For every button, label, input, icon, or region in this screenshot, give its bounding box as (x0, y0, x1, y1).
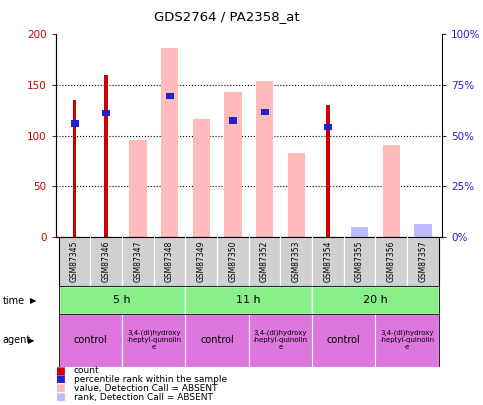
FancyBboxPatch shape (217, 237, 249, 286)
Text: ▶: ▶ (28, 336, 34, 345)
FancyBboxPatch shape (249, 237, 281, 286)
FancyBboxPatch shape (185, 286, 312, 314)
Bar (72, 100, 76, 237)
Text: GSM87354: GSM87354 (324, 241, 332, 282)
Text: GSM87349: GSM87349 (197, 241, 206, 282)
Bar (129, 140, 147, 237)
Text: 5 h: 5 h (113, 295, 131, 305)
FancyBboxPatch shape (312, 286, 439, 314)
Bar (102, 111, 110, 117)
Text: 3,4-(di)hydroxy
-heptyl-quinolin
e: 3,4-(di)hydroxy -heptyl-quinolin e (126, 330, 181, 350)
Text: GSM87345: GSM87345 (70, 241, 79, 282)
Text: GSM87348: GSM87348 (165, 241, 174, 282)
FancyBboxPatch shape (249, 314, 312, 367)
Text: 20 h: 20 h (363, 295, 388, 305)
Text: value, Detection Call = ABSENT: value, Detection Call = ABSENT (74, 384, 217, 393)
Text: GSM87353: GSM87353 (292, 241, 301, 282)
FancyBboxPatch shape (185, 237, 217, 286)
Bar (351, 227, 369, 237)
Text: ■: ■ (56, 384, 65, 393)
Bar (383, 145, 400, 237)
Text: GSM87347: GSM87347 (133, 241, 142, 282)
Text: GSM87350: GSM87350 (228, 241, 238, 282)
Text: GSM87352: GSM87352 (260, 241, 269, 282)
Text: GSM87346: GSM87346 (102, 241, 111, 282)
Text: ■: ■ (56, 392, 65, 402)
Bar (104, 75, 108, 237)
FancyBboxPatch shape (122, 314, 185, 367)
FancyBboxPatch shape (59, 286, 185, 314)
Text: control: control (200, 335, 234, 345)
Text: GSM87355: GSM87355 (355, 241, 364, 282)
Text: control: control (73, 335, 107, 345)
Text: 11 h: 11 h (237, 295, 261, 305)
Text: rank, Detection Call = ABSENT: rank, Detection Call = ABSENT (74, 393, 213, 402)
Text: percentile rank within the sample: percentile rank within the sample (74, 375, 227, 384)
Bar (71, 121, 79, 126)
Text: time: time (2, 296, 25, 305)
Text: count: count (74, 366, 99, 375)
FancyBboxPatch shape (154, 237, 185, 286)
Bar (287, 153, 305, 237)
FancyBboxPatch shape (344, 237, 375, 286)
Text: agent: agent (2, 335, 30, 345)
Bar (261, 109, 269, 115)
Bar (166, 93, 173, 99)
FancyBboxPatch shape (375, 237, 407, 286)
FancyBboxPatch shape (122, 237, 154, 286)
FancyBboxPatch shape (59, 314, 122, 367)
FancyBboxPatch shape (375, 314, 439, 367)
Text: ▶: ▶ (30, 296, 37, 305)
Bar (414, 224, 432, 237)
Bar (161, 47, 178, 237)
Text: ■: ■ (56, 375, 65, 384)
FancyBboxPatch shape (407, 237, 439, 286)
Text: GSM87357: GSM87357 (418, 241, 427, 282)
Text: 3,4-(di)hydroxy
-heptyl-quinolin
e: 3,4-(di)hydroxy -heptyl-quinolin e (380, 330, 435, 350)
Text: control: control (327, 335, 361, 345)
Bar (229, 117, 237, 124)
Bar (193, 119, 210, 237)
FancyBboxPatch shape (185, 314, 249, 367)
Bar (256, 81, 273, 237)
Bar (326, 105, 330, 237)
Text: ■: ■ (56, 366, 65, 375)
FancyBboxPatch shape (281, 237, 312, 286)
Text: GDS2764 / PA2358_at: GDS2764 / PA2358_at (154, 10, 300, 23)
FancyBboxPatch shape (312, 237, 344, 286)
FancyBboxPatch shape (59, 237, 90, 286)
Text: GSM87356: GSM87356 (387, 241, 396, 282)
Bar (224, 92, 242, 237)
Bar (324, 124, 332, 130)
Text: 3,4-(di)hydroxy
-heptyl-quinolin
e: 3,4-(di)hydroxy -heptyl-quinolin e (253, 330, 308, 350)
FancyBboxPatch shape (312, 314, 375, 367)
FancyBboxPatch shape (90, 237, 122, 286)
